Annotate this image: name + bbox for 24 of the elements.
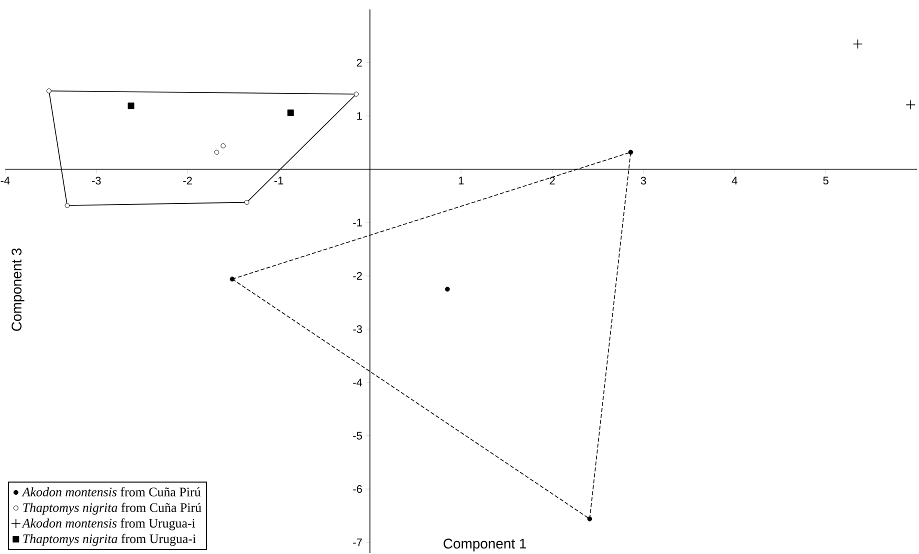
x-tick-label: 2 xyxy=(550,176,555,184)
y-tick-label: -4 xyxy=(353,378,362,386)
x-tick-label: -2 xyxy=(183,176,192,184)
y-tick-label: -7 xyxy=(353,538,362,546)
y-tick-label: -5 xyxy=(353,432,362,440)
y-tick-label: -6 xyxy=(353,485,362,493)
y-tick-label: -3 xyxy=(353,325,362,334)
x-tick-label: 1 xyxy=(458,176,464,184)
x-tick-label: -3 xyxy=(92,176,101,185)
x-tick-label: -4 xyxy=(0,176,10,184)
x-axis-title: Component 1 xyxy=(444,538,526,552)
x-tick-label: 5 xyxy=(823,176,828,184)
x-tick-label: -1 xyxy=(274,176,284,184)
legend-label: Akodon montensis from Urugua-i xyxy=(22,518,196,530)
y-tick-label: -1 xyxy=(353,218,362,226)
y-axis-title: Component 3 xyxy=(12,248,24,331)
legend-label: Thaptomys nigrita from Cuña Pirú xyxy=(23,502,202,515)
legend-label: Akodon montensis from Cuña Pirú xyxy=(22,487,201,496)
x-tick-label: 4 xyxy=(732,176,738,184)
y-tick-label: 2 xyxy=(356,58,362,67)
y-tick-label: -2 xyxy=(353,272,362,280)
x-tick-label: 3 xyxy=(640,176,646,185)
legend-label: Thaptomys nigrita from Urugua-i xyxy=(23,534,196,546)
y-tick-label: 1 xyxy=(357,112,362,120)
